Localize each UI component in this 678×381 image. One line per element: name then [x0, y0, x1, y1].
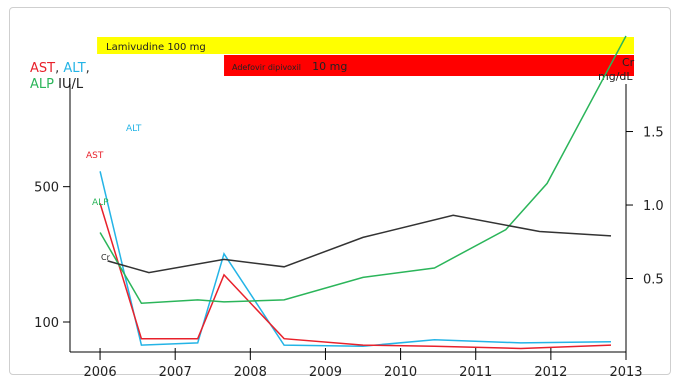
series-label-alp: ALP — [92, 198, 109, 208]
lamivudine-bar — [97, 37, 634, 54]
x-tick-label-2012: 2012 — [534, 365, 567, 380]
x-tick-label-2013: 2013 — [609, 365, 642, 380]
series-alp-line — [99, 35, 627, 304]
left-title-alp: ALP — [30, 77, 54, 92]
series-ast-line — [99, 203, 612, 350]
adefovir-bar — [224, 55, 634, 76]
left-tick-label-100: 100 — [34, 316, 59, 331]
left-axis-title-line1: AST, ALT, — [30, 61, 90, 76]
left-tick-label-500: 500 — [34, 181, 59, 196]
series-cr-line — [107, 214, 612, 274]
series-lines — [99, 35, 627, 350]
series-alt-line — [99, 171, 612, 347]
series-label-alt: ALT — [126, 124, 142, 134]
x-tick-label-2011: 2011 — [459, 365, 492, 380]
left-title-ast: AST — [30, 61, 55, 76]
left-axis-title-line2: ALP IU/L — [30, 77, 84, 92]
left-title-sep2: , — [86, 61, 90, 76]
x-tick-label-2009: 2009 — [309, 365, 342, 380]
adefovir-name: Adefovir dipivoxil — [232, 63, 301, 72]
left-ticks: 100 500 — [34, 181, 70, 331]
right-axis-title-unit: mg/dL — [598, 70, 633, 83]
left-title-sep1: , — [55, 61, 63, 76]
right-tick-label-1: 1.0 — [643, 199, 664, 214]
series-label-cr: Cr — [101, 253, 111, 262]
x-tick-label-2006: 2006 — [84, 365, 117, 380]
series-label-ast: AST — [86, 151, 104, 161]
right-axis-title-cr: Cr — [622, 56, 635, 69]
right-tick-label-0.5: 0.5 — [643, 273, 664, 288]
x-tick-label-2010: 2010 — [384, 365, 417, 380]
x-ticks: 2006 2007 2008 2009 2010 2011 2012 2013 — [84, 348, 643, 380]
left-title-unit: IU/L — [54, 77, 84, 92]
x-tick-label-2008: 2008 — [234, 365, 267, 380]
x-tick-label-2007: 2007 — [159, 365, 192, 380]
right-ticks: 0.5 1.0 1.5 — [626, 126, 664, 288]
adefovir-dose: 10 mg — [312, 60, 347, 73]
adefovir-label: Adefovir dipivoxil 10 mg — [232, 55, 347, 74]
lamivudine-label: Lamivudine 100 mg — [106, 42, 206, 53]
left-title-alt: ALT — [63, 61, 85, 76]
right-tick-label-1.5: 1.5 — [643, 126, 664, 141]
